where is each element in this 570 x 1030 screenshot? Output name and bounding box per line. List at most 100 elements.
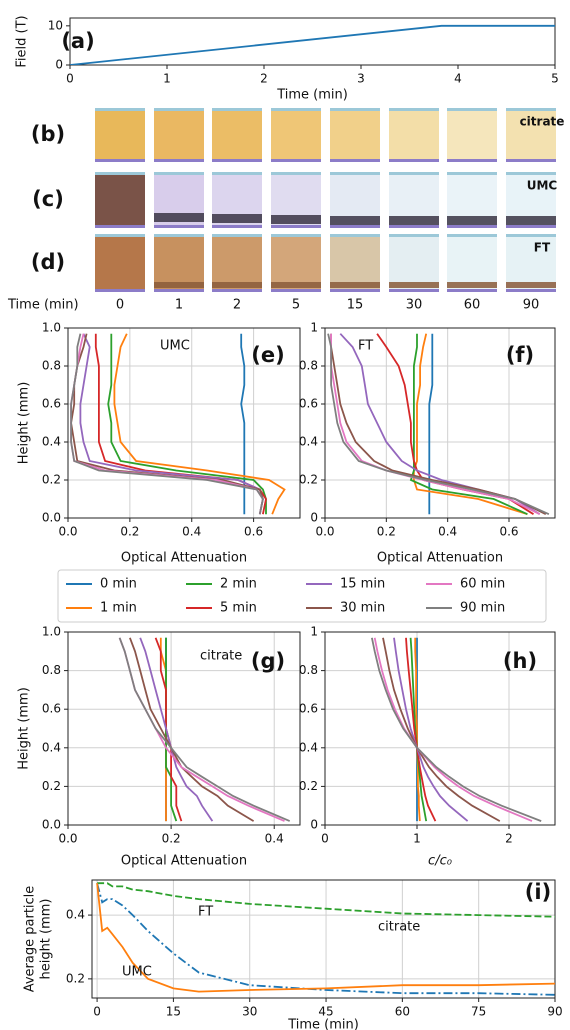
y-tick-label: 1 <box>310 321 318 335</box>
photo-edge <box>271 108 321 111</box>
photo-edge <box>95 234 145 237</box>
photo-edge <box>212 289 262 292</box>
y-tick-label: 0.4 <box>66 908 85 922</box>
legend-label: 5 min <box>220 601 257 616</box>
x-tick-label: 75 <box>471 1005 486 1019</box>
sediment-band <box>506 282 556 288</box>
plot-frame <box>91 879 556 999</box>
photo-edge <box>271 289 321 292</box>
series-line <box>409 333 528 516</box>
y-tick-label: 0.8 <box>299 359 318 373</box>
series-line <box>382 637 501 822</box>
time-value: 60 <box>464 298 481 313</box>
photo-edge <box>389 289 439 292</box>
x-tick-label: 2 <box>260 72 268 86</box>
photo <box>447 108 497 162</box>
photo-edge <box>212 172 262 175</box>
legend-label: 1 min <box>100 601 137 616</box>
photo <box>95 172 145 228</box>
plot-frame <box>67 327 301 519</box>
sediment-band <box>389 282 439 288</box>
photo-edge <box>389 172 439 175</box>
photo-edge <box>154 159 204 162</box>
series-line <box>413 333 528 516</box>
series-line <box>96 883 555 993</box>
x-axis-label: Optical Attenuation <box>377 551 503 566</box>
panel: 0.0 0.2 0.4 0.6 0.0 0.2 0.4 0.6 0.8 1.0 (e) UMC Opti… <box>17 321 301 566</box>
time-value: 15 <box>347 298 364 313</box>
series-line <box>70 333 264 515</box>
series-line <box>70 333 264 515</box>
sediment-band <box>330 216 380 225</box>
photo-edge <box>271 225 321 228</box>
y-axis-label: Field (T) <box>15 15 30 67</box>
series-line <box>70 24 555 65</box>
annotation: UMC <box>160 339 190 354</box>
panel-label: (a) <box>61 29 94 53</box>
y-tick-label: 0.6 <box>299 702 318 716</box>
series-line <box>113 333 286 515</box>
panel-label: (e) <box>251 343 284 367</box>
photo-edge <box>389 225 439 228</box>
legend-label: 2 min <box>220 577 257 592</box>
x-tick-label: 3 <box>357 72 365 86</box>
legend-box <box>57 569 547 623</box>
photo-edge <box>447 234 497 237</box>
panel-label: (h) <box>503 649 537 673</box>
legend-label: 0 min <box>100 577 137 592</box>
series-line <box>118 637 291 822</box>
y-axis-label: Height (mm) <box>17 382 32 465</box>
sediment-band <box>154 213 204 222</box>
y-tick-label: 0.4 <box>42 435 61 449</box>
photo-edge <box>154 172 204 175</box>
panel: 0.0 0.2 0.4 0.0 0.2 0.4 0.6 0.8 1.0 (g) citrate Opt… <box>17 625 301 869</box>
y-tick-label: 1.0 <box>42 625 61 639</box>
y-axis-label: height (mm) <box>39 898 54 979</box>
y-tick-label: 0 <box>55 58 63 72</box>
photo-edge <box>330 108 380 111</box>
photo-edge <box>95 289 145 292</box>
y-tick-label: 0.2 <box>42 473 61 487</box>
y-tick-label: 1.0 <box>42 321 61 335</box>
series-line <box>107 333 267 515</box>
photo-edge <box>330 172 380 175</box>
photo-edge <box>506 289 556 292</box>
photo-edge <box>95 159 145 162</box>
photo-edge <box>447 225 497 228</box>
y-tick-label: 0.2 <box>299 473 318 487</box>
sediment-band <box>330 282 380 288</box>
photo <box>95 234 145 292</box>
sediment-band <box>271 282 321 288</box>
x-axis-label: Time (min) <box>276 88 348 103</box>
sediment-band <box>447 282 497 288</box>
time-value: 90 <box>523 298 540 313</box>
row-label: UMC <box>527 179 558 193</box>
time-value: 0 <box>116 298 124 313</box>
sediment-band <box>389 216 439 225</box>
x-tick-label: 0.2 <box>120 525 139 539</box>
x-tick-label: 30 <box>242 1005 257 1019</box>
time-label: Time (min) <box>7 298 79 313</box>
photo <box>389 108 439 162</box>
plot-frame <box>67 631 301 826</box>
plot-frame <box>324 327 556 519</box>
photo-edge <box>447 289 497 292</box>
photo-edge <box>271 172 321 175</box>
y-tick-label: 0.6 <box>42 702 61 716</box>
x-tick-label: 0 <box>321 832 329 846</box>
photo-edge <box>212 234 262 237</box>
x-tick-label: 5 <box>551 72 559 86</box>
photo-edge <box>95 108 145 111</box>
photo-edge <box>389 234 439 237</box>
series-line <box>327 333 550 516</box>
x-tick-label: 15 <box>166 1005 181 1019</box>
photo-edge <box>95 225 145 228</box>
panel-label: (b) <box>31 122 65 146</box>
y-axis-label: Average particle <box>23 886 38 993</box>
time-value: 2 <box>233 298 241 313</box>
panel-label: (c) <box>32 187 64 211</box>
y-tick-label: 0.4 <box>299 435 318 449</box>
photo-edge <box>506 172 556 175</box>
x-tick-label: 1 <box>413 832 421 846</box>
